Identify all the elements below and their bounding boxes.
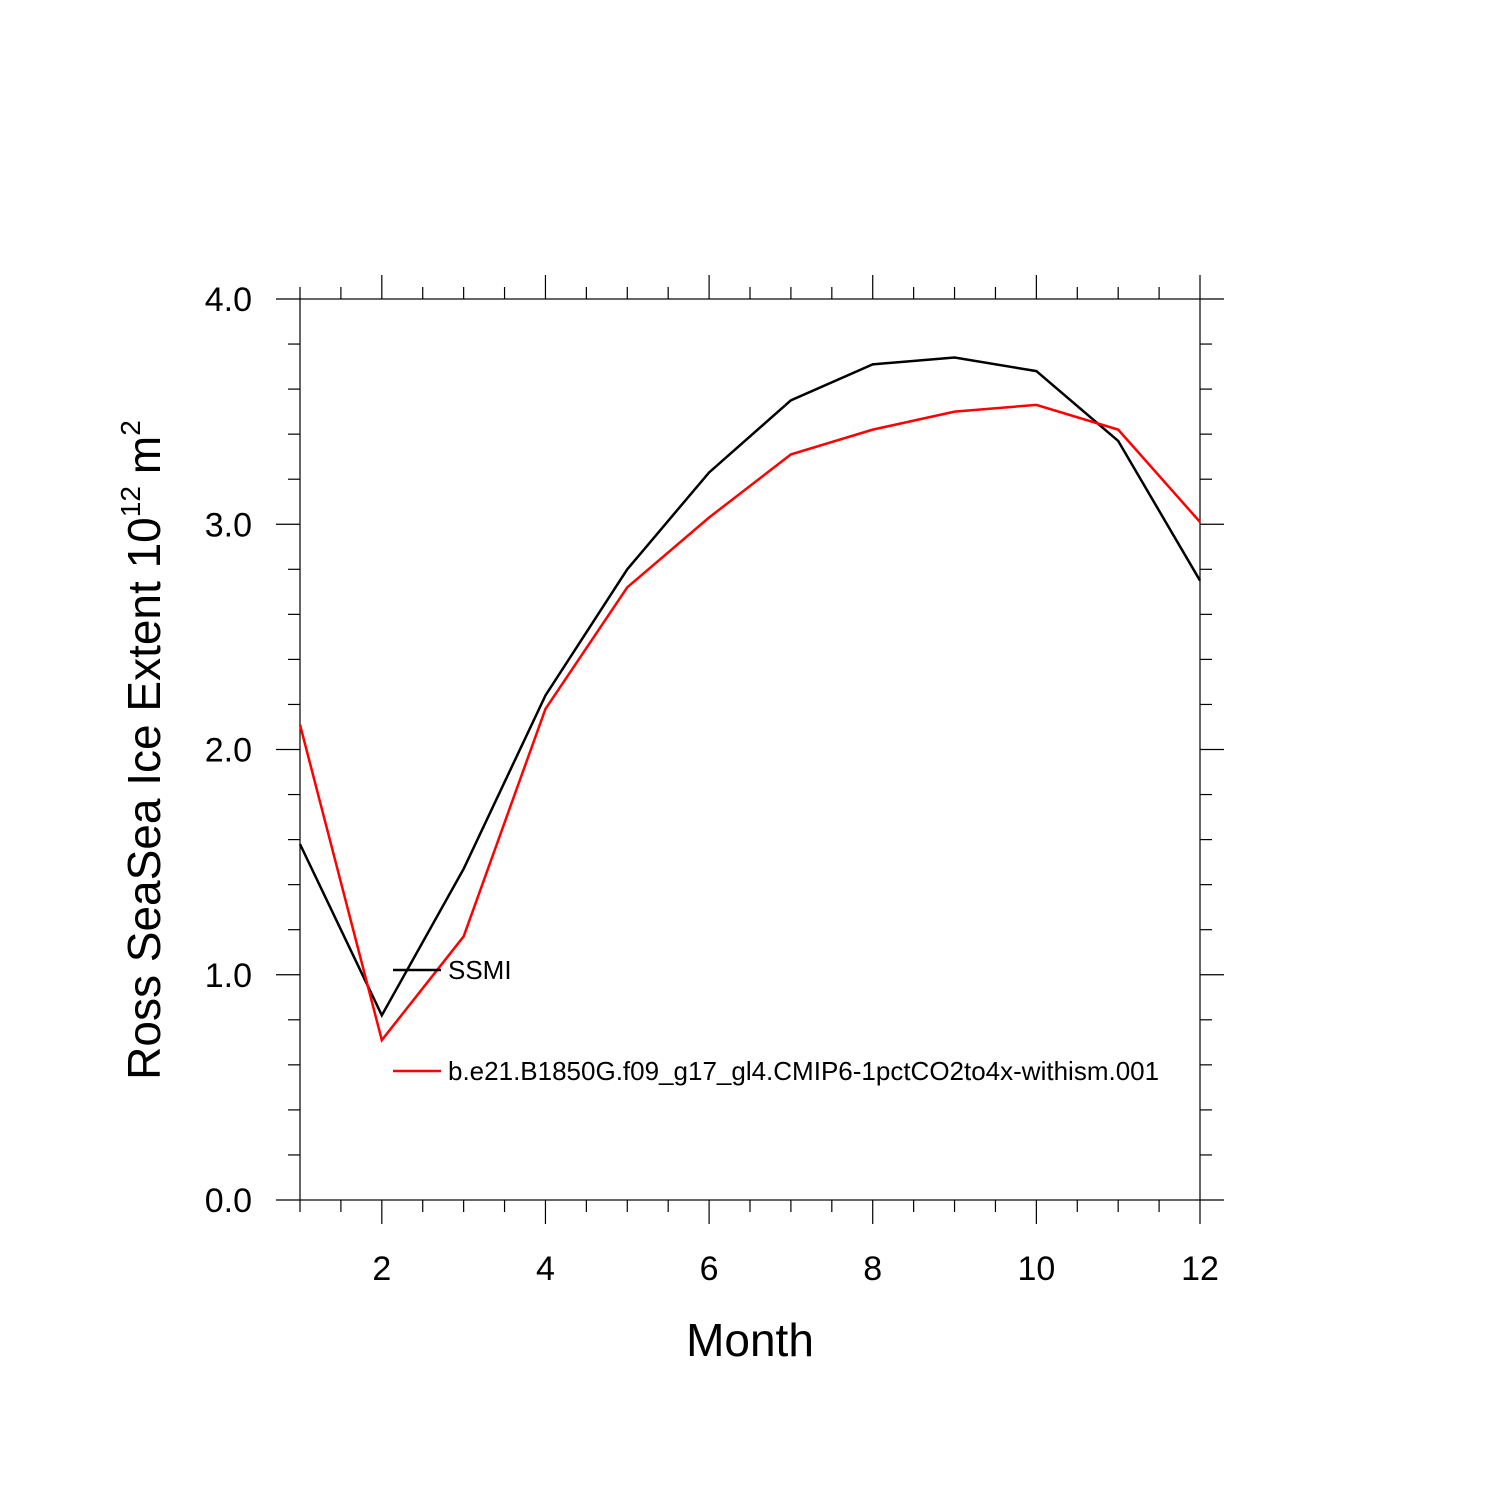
x-tick-label: 8 xyxy=(863,1250,882,1288)
legend: SSMI b.e21.B1850G.f09_g17_gl4.CMIP6-1pctC… xyxy=(393,955,1159,1086)
y-axis-title-exponent: 12 xyxy=(115,486,146,517)
axis-ticks xyxy=(276,275,1224,1224)
y-tick-label: 1.0 xyxy=(205,957,252,995)
series-lines xyxy=(298,356,1202,1043)
x-tick-label: 2 xyxy=(372,1250,391,1288)
tick-labels: 0.0 1.0 2.0 3.0 4.0 2 4 6 8 10 12 xyxy=(205,281,1219,1288)
x-axis-title: Month xyxy=(686,1314,814,1366)
y-tick-label: 0.0 xyxy=(205,1182,252,1220)
y-tick-label: 3.0 xyxy=(205,506,252,544)
legend-label-1: SSMI xyxy=(448,955,512,985)
x-tick-label: 10 xyxy=(1017,1250,1055,1288)
y-axis-title-main: Ross SeaSea Ice Extent 10 xyxy=(118,517,170,1080)
legend-label-2: b.e21.B1850G.f09_g17_gl4.CMIP6-1pctCO2to… xyxy=(448,1056,1159,1086)
series-line-1 xyxy=(298,356,1202,1019)
y-axis-title: Ross SeaSea Ice Extent 1012 m2 xyxy=(115,420,170,1080)
y-axis-title-unit-exponent: 2 xyxy=(115,420,146,436)
x-tick-label: 6 xyxy=(700,1250,719,1288)
x-tick-label: 12 xyxy=(1181,1250,1219,1288)
y-tick-label: 4.0 xyxy=(205,281,252,319)
y-axis-title-unit: m xyxy=(118,436,170,474)
y-tick-label: 2.0 xyxy=(205,732,252,770)
x-tick-label: 4 xyxy=(536,1250,555,1288)
series-line-2 xyxy=(298,403,1201,1043)
